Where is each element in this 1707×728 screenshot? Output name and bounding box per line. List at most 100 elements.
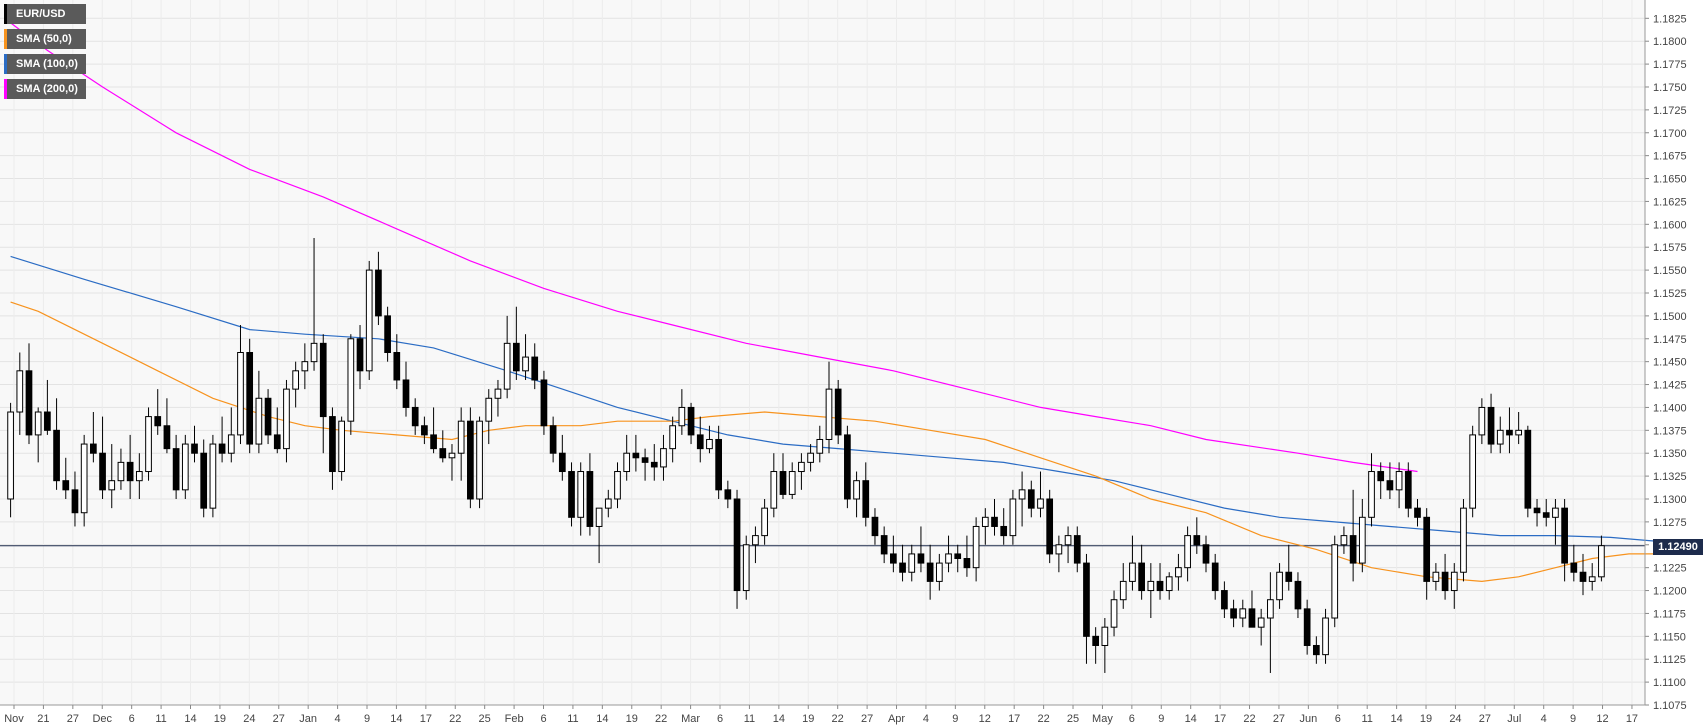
candle xyxy=(1469,425,1477,518)
legend-item-sma-200[interactable]: SMA (200,0) xyxy=(4,79,86,99)
x-tick-label: 25 xyxy=(1067,713,1079,725)
candle xyxy=(191,425,198,463)
candle xyxy=(25,343,33,445)
candle xyxy=(273,407,281,454)
candle xyxy=(650,444,658,481)
candle xyxy=(669,416,677,463)
candle-body-bearish xyxy=(687,406,695,436)
x-tick-label: 9 xyxy=(364,713,370,725)
candle-body-bullish xyxy=(742,544,750,592)
candle-body-bearish xyxy=(1542,512,1550,518)
candle-body-bearish xyxy=(467,420,474,500)
candle-body-bearish xyxy=(715,438,722,491)
y-tick-label: 1.1350 xyxy=(1653,448,1687,460)
candle xyxy=(1119,563,1127,609)
candle-body-bearish xyxy=(1202,544,1210,564)
candle-body-bullish xyxy=(1276,571,1283,601)
legend: EUR/USD SMA (50,0) SMA (100,0) SMA (200,… xyxy=(4,4,86,104)
candle-body-bearish xyxy=(1533,507,1541,514)
candle xyxy=(1598,535,1605,582)
candle xyxy=(1000,508,1008,545)
candle xyxy=(44,379,51,435)
x-tick-label: 12 xyxy=(979,713,991,725)
candle xyxy=(319,334,327,454)
candle xyxy=(1055,535,1063,573)
candle xyxy=(375,251,382,326)
x-tick-label: 17 xyxy=(1008,713,1020,725)
candle-body-bullish xyxy=(706,438,713,450)
legend-item-sma-50[interactable]: SMA (50,0) xyxy=(4,29,86,49)
y-tick-label: 1.1475 xyxy=(1653,334,1687,346)
x-tick-label: Jan xyxy=(299,713,317,725)
candle xyxy=(981,508,989,545)
candle xyxy=(145,407,152,481)
candle xyxy=(586,453,594,536)
candle-body-bullish xyxy=(7,411,14,500)
candle-body-bullish xyxy=(145,416,152,473)
candle-body-bearish xyxy=(1404,471,1412,509)
candle-body-bearish xyxy=(1579,571,1587,582)
plot-background xyxy=(0,0,1645,705)
candle-body-bullish xyxy=(365,269,373,372)
candle-body-bullish xyxy=(16,370,24,413)
x-tick-label: Jul xyxy=(1507,713,1521,725)
candle-body-bearish xyxy=(1423,516,1431,582)
candle xyxy=(1496,416,1504,454)
candle-body-bullish xyxy=(577,471,585,518)
candle-body-bearish xyxy=(246,352,254,445)
candle xyxy=(1193,517,1201,554)
y-tick-label: 1.1375 xyxy=(1653,425,1687,437)
candle xyxy=(439,430,447,463)
candle-body-bearish xyxy=(899,562,906,573)
candle xyxy=(430,407,437,454)
y-tick-label: 1.1300 xyxy=(1653,494,1687,506)
candle xyxy=(706,425,713,454)
candle-body-bearish xyxy=(163,425,171,450)
x-tick-label: 19 xyxy=(802,713,814,725)
x-tick-label: 14 xyxy=(1185,713,1197,725)
x-tick-label: 14 xyxy=(390,713,402,725)
candle-body-bearish xyxy=(53,429,60,482)
candle xyxy=(62,457,70,499)
candle-body-bearish xyxy=(963,558,971,569)
legend-item-eurusd[interactable]: EUR/USD xyxy=(4,4,86,24)
candle-body-bullish xyxy=(1055,544,1063,555)
legend-label: SMA (200,0) xyxy=(16,83,78,95)
x-tick-label: Dec xyxy=(92,713,112,725)
candle xyxy=(724,480,732,509)
candle-body-bullish xyxy=(292,370,300,390)
x-tick-label: 27 xyxy=(273,713,285,725)
candle-body-bearish xyxy=(1487,406,1495,445)
legend-item-sma-100[interactable]: SMA (100,0) xyxy=(4,54,86,74)
candle-body-bullish xyxy=(945,553,952,564)
candle-body-bullish xyxy=(135,471,143,482)
candle xyxy=(531,343,539,390)
candle-body-bearish xyxy=(549,425,557,454)
grid-lines xyxy=(0,0,1645,706)
candle xyxy=(1533,498,1541,527)
candle-body-bullish xyxy=(604,498,612,509)
candle-body-bearish xyxy=(568,471,575,518)
candle-body-bearish xyxy=(329,416,336,473)
y-tick-label: 1.1075 xyxy=(1653,700,1687,712)
candle xyxy=(1395,462,1403,509)
candle xyxy=(641,448,649,481)
candle-body-bearish xyxy=(356,338,364,372)
y-tick-label: 1.1400 xyxy=(1653,402,1687,414)
candle xyxy=(1248,590,1256,628)
candle-body-bearish xyxy=(1570,562,1578,573)
candle-body-bearish xyxy=(1138,562,1145,592)
x-tick-label: 6 xyxy=(129,713,135,725)
candle-body-bullish xyxy=(1552,507,1559,518)
candle-body-bearish xyxy=(90,443,97,454)
candle-body-bullish xyxy=(816,438,824,454)
candle xyxy=(678,389,686,435)
candle xyxy=(1294,572,1302,619)
candle-body-bearish xyxy=(200,452,208,509)
candle xyxy=(926,544,934,600)
y-tick-label: 1.1325 xyxy=(1653,471,1687,483)
candle xyxy=(1331,535,1339,628)
x-tick-label: 19 xyxy=(214,713,226,725)
y-tick-label: 1.1800 xyxy=(1653,36,1687,48)
candle-body-bearish xyxy=(1303,608,1311,646)
